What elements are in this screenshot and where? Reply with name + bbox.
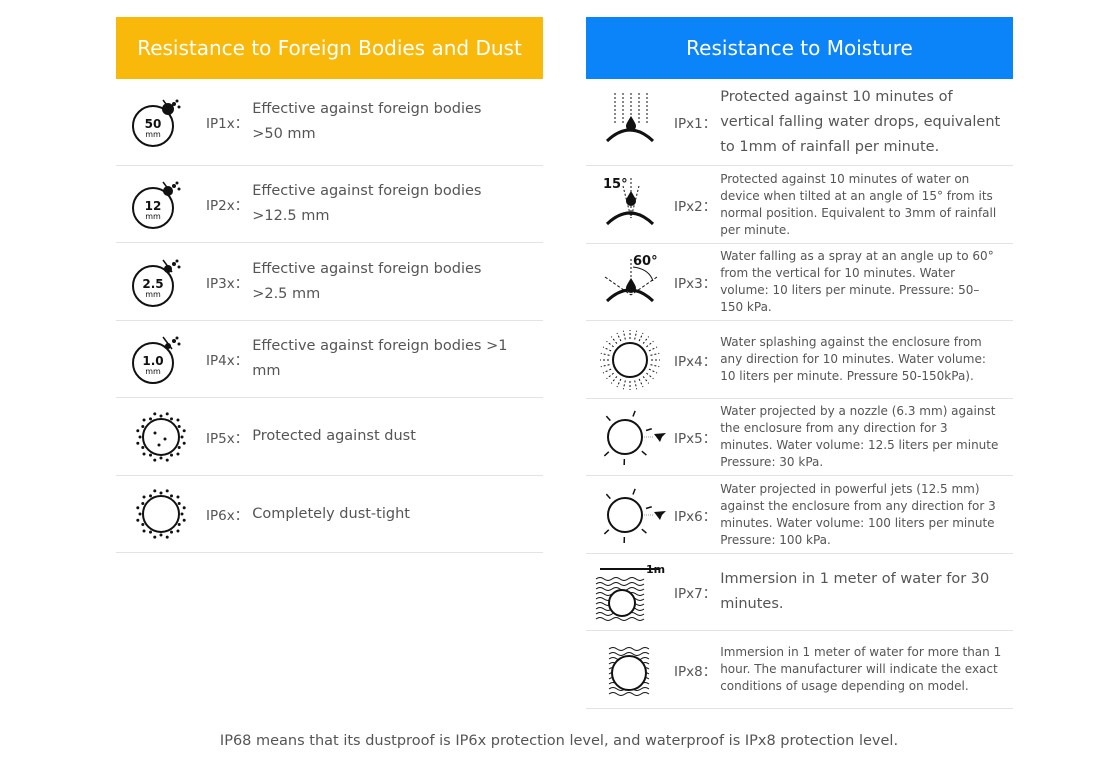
- nozzle-jet-icon: [586, 402, 674, 472]
- size-label: 1.0: [142, 354, 163, 368]
- ip-code: IPx7：: [674, 586, 717, 602]
- ip-description: Completely dust-tight: [252, 505, 410, 522]
- ip-code: IP1x：: [206, 116, 249, 132]
- ip-description: Water splashing against the enclosure fr…: [720, 335, 986, 383]
- ip-description: Water falling as a spray at an angle up …: [720, 249, 994, 314]
- moisture-row-4: IPx4： Water splashing against the enclos…: [586, 321, 1013, 399]
- moisture-row-8: IPx8： Immersion in 1 meter of water for …: [586, 631, 1013, 709]
- ip-description: Protected against 10 minutes of water on…: [720, 171, 997, 237]
- splash-icon: [586, 325, 674, 395]
- size-label: 2.5: [142, 277, 163, 291]
- ip-description: Immersion in 1 meter of water for more t…: [720, 645, 1002, 693]
- size-label: 12: [145, 199, 162, 213]
- ip-code: IP6x：: [206, 508, 249, 524]
- powerful-jet-icon: [586, 480, 674, 550]
- svg-text:mm: mm: [145, 367, 161, 376]
- dust-header: Resistance to Foreign Bodies and Dust: [116, 17, 543, 79]
- ip-description: Water projected by a nozzle (6.3 mm) aga…: [720, 404, 999, 469]
- dust-row-3: 2.5 mm IP3x： Effective against foreign b…: [116, 243, 543, 321]
- ip-description: Protected against 10 minutes of vertical…: [720, 88, 1001, 155]
- dust-row-6: IP6x： Completely dust-tight: [116, 476, 543, 553]
- moisture-row-7: 1m IPx7： Immersion in 1 meter of water f…: [586, 554, 1013, 631]
- 1mm-ball-icon: 1.0 mm: [116, 329, 206, 389]
- moisture-resistance-table: Resistance to Moisture IPx1： Protected a…: [586, 17, 1013, 709]
- dust-tight-icon: [116, 484, 206, 544]
- spray-60-icon: 60°: [586, 249, 674, 315]
- 50mm-ball-icon: 50 mm: [116, 92, 206, 152]
- moisture-row-2: 15° IPx2： Protected against 10 minutes o…: [586, 166, 1013, 244]
- ip-code: IPx2：: [674, 198, 717, 215]
- ip-description: Water projected in powerful jets (12.5 m…: [720, 481, 996, 547]
- ip-description: Protected against dust: [252, 428, 416, 444]
- dust-row-1: 50 mm IP1x： Effective against foreign bo…: [116, 79, 543, 166]
- footer-note: IP68 means that its dustproof is IP6x pr…: [219, 733, 899, 749]
- moisture-header: Resistance to Moisture: [586, 17, 1013, 79]
- svg-text:mm: mm: [145, 212, 161, 221]
- ip-code: IPx8：: [674, 663, 717, 680]
- angle-label: 60°: [633, 254, 658, 269]
- ip-description: Effective against foreign bodies >50 mm: [252, 101, 482, 142]
- moisture-row-6: IPx6： Water projected in powerful jets (…: [586, 476, 1013, 554]
- submersion-icon: [586, 637, 674, 703]
- ip-description: Effective against foreign bodies >12.5 m…: [252, 183, 482, 224]
- ip-code: IPx1：: [674, 116, 717, 132]
- 12mm-ball-icon: 12 mm: [116, 174, 206, 234]
- dust-row-4: 1.0 mm IP4x： Effective against foreign b…: [116, 321, 543, 398]
- angle-label: 15°: [603, 177, 628, 192]
- immersion-1m-icon: 1m: [586, 559, 674, 625]
- ip-code: IPx5：: [674, 431, 717, 447]
- ip-code: IP5x：: [206, 430, 249, 447]
- moisture-row-3: 60° IPx3： Water falling as a spray at an…: [586, 244, 1013, 321]
- moisture-row-5: IPx5： Water projected by a nozzle (6.3 m…: [586, 399, 1013, 476]
- ip-description: Effective against foreign bodies >2.5 mm: [252, 260, 482, 302]
- dust-row-2: 12 mm IP2x： Effective against foreign bo…: [116, 166, 543, 243]
- ip-code: IPx4：: [674, 353, 717, 370]
- dust-protected-icon: [116, 407, 206, 467]
- moisture-row-1: IPx1： Protected against 10 minutes of ve…: [586, 79, 1013, 166]
- svg-text:mm: mm: [145, 130, 161, 139]
- ip-code: IP3x：: [206, 275, 249, 292]
- ip-code: IP4x：: [206, 353, 249, 369]
- size-label: 50: [145, 117, 162, 131]
- tilted-drops-15-icon: 15°: [586, 172, 674, 238]
- 2.5mm-ball-icon: 2.5 mm: [116, 252, 206, 312]
- ip-code: IPx3：: [674, 276, 717, 292]
- ip-description: Immersion in 1 meter of water for 30 min…: [720, 571, 990, 612]
- dust-row-5: IP5x： Protected against dust: [116, 398, 543, 476]
- ip-description: Effective against foreign bodies >1 mm: [252, 338, 508, 379]
- vertical-drops-icon: [586, 89, 674, 155]
- depth-label: 1m: [646, 563, 665, 576]
- ip-code: IPx6：: [674, 508, 717, 525]
- dust-resistance-table: Resistance to Foreign Bodies and Dust 50…: [116, 17, 543, 553]
- svg-text:mm: mm: [145, 290, 161, 299]
- ip-code: IP2x：: [206, 198, 249, 214]
